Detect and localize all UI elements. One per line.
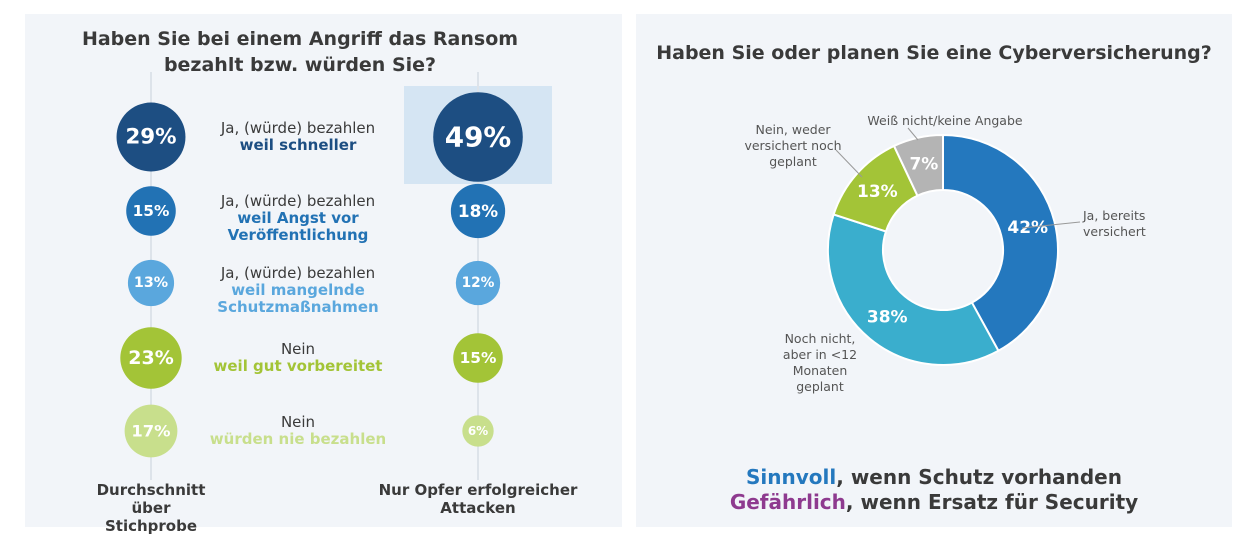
category-label: Ja, (würde) bezahlen	[220, 263, 376, 282]
note-text: , wenn Schutz vorhanden	[836, 465, 1122, 489]
value-label: 13%	[134, 275, 168, 291]
series-label: Durchschnitt über Stichprobe	[96, 481, 206, 535]
category-label: Veröffentlichung	[227, 225, 369, 244]
slice-label: geplant	[769, 154, 817, 169]
note: Sinnvoll, wenn Schutz vorhanden	[636, 465, 1232, 490]
value-label: 12%	[462, 275, 495, 291]
slice-label: Monaten	[792, 363, 848, 378]
slice-label: Weiß nicht/keine Angabe	[867, 113, 1023, 128]
series-label: Nur Opfer erfolgreicher Attacken	[378, 481, 578, 517]
value-label: 17%	[131, 422, 170, 441]
category-label: weil mangelnde	[231, 280, 365, 299]
value-label: 13%	[857, 182, 898, 202]
bubble	[116, 102, 186, 172]
value-label: 15%	[133, 202, 170, 220]
category-label: weil gut vorbereitet	[213, 357, 383, 375]
slice-label: Noch nicht,	[784, 331, 856, 346]
bubble	[450, 183, 506, 239]
value-label: 38%	[867, 307, 908, 327]
note: Gefährlich, wenn Ersatz für Security	[636, 490, 1232, 515]
category-label: weil schneller	[239, 136, 357, 154]
slice-label: Ja, bereits	[1083, 208, 1146, 223]
leader-line	[907, 127, 919, 141]
category-label: würden nie bezahlen	[209, 430, 387, 448]
category-label: Nein	[280, 413, 316, 431]
slice-label: versichert	[1083, 224, 1146, 239]
value-label: 23%	[128, 347, 174, 369]
value-label: 7%	[909, 155, 938, 175]
donut-slice	[827, 213, 1000, 366]
note-emphasis: Sinnvoll	[746, 465, 837, 489]
category-label: Nein	[280, 340, 316, 358]
value-label: 42%	[1007, 218, 1048, 238]
category-label: Ja, (würde) bezahlen	[220, 191, 376, 210]
bubble	[126, 186, 176, 236]
value-label: 49%	[445, 121, 511, 154]
note-emphasis: Gefährlich	[729, 490, 846, 514]
category-label: Ja, (würde) bezahlen	[220, 119, 376, 137]
bubble	[453, 333, 503, 383]
leader-line	[1021, 221, 1081, 229]
chart-title: Haben Sie bei einem Angriff das Ransom b…	[81, 28, 519, 76]
value-label: 6%	[468, 424, 488, 438]
bubble	[124, 404, 178, 458]
bubble	[127, 259, 175, 307]
category-label: weil Angst vor	[237, 208, 359, 227]
chart-title: Haben Sie oder planen Sie eine Cybervers…	[656, 42, 1212, 64]
right-panel	[636, 14, 1232, 527]
slice-label: aber in <12	[782, 347, 858, 362]
value-label: 18%	[458, 201, 498, 221]
slice-label: Nein, weder	[755, 122, 831, 137]
slice-label: versichert noch	[744, 138, 842, 153]
donut-slice	[892, 133, 944, 198]
leader-line	[835, 149, 863, 178]
bubble	[455, 260, 501, 306]
value-label: 15%	[460, 349, 497, 367]
note-text: , wenn Ersatz für Security	[845, 490, 1139, 514]
category-label: Schutzmaßnahmen	[217, 297, 379, 316]
donut-slice	[942, 133, 1059, 353]
bubble	[433, 92, 523, 182]
bubble	[462, 415, 494, 447]
value-label: 29%	[125, 125, 176, 150]
bubble	[120, 327, 182, 389]
slice-label: geplant	[796, 379, 844, 394]
